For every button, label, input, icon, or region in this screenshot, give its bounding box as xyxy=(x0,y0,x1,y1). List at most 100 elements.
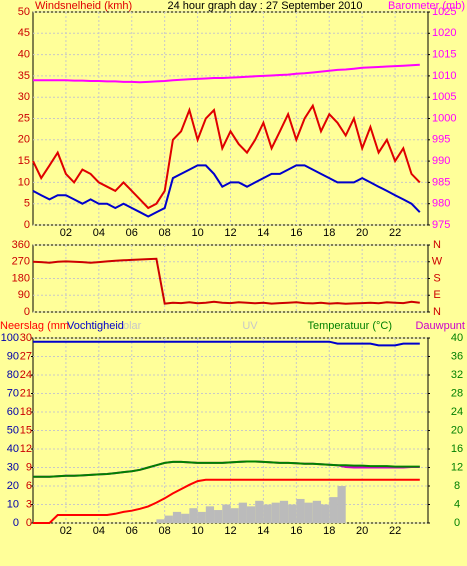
y-tick-label: 0 xyxy=(24,306,30,318)
solar-bar xyxy=(189,508,198,523)
x-tick-label: 10 xyxy=(191,227,203,239)
solar-bar xyxy=(197,511,206,523)
solar-bar xyxy=(329,497,338,523)
x-tick-label: 22 xyxy=(389,525,401,537)
header-label: Barometer (mb) xyxy=(388,0,465,12)
y-tick-label: 20 xyxy=(7,480,19,492)
y2-tick-label: 24 xyxy=(451,406,463,418)
series-line xyxy=(33,63,420,84)
y2-tick-label: 995 xyxy=(432,134,450,146)
solar-bar xyxy=(214,510,223,523)
y-tick-label: 50 xyxy=(18,6,30,18)
y-tick-label: 30 xyxy=(7,461,19,473)
solar-bar xyxy=(296,498,305,523)
y-tick-label: 80 xyxy=(7,369,19,381)
y2-tick-label: 1010 xyxy=(432,70,456,82)
y2-tick-label: 980 xyxy=(432,198,450,210)
y-tick-label: 35 xyxy=(18,70,30,82)
header-label: olar xyxy=(123,320,142,332)
y3-tick-label: 27 xyxy=(20,350,32,362)
solar-bar xyxy=(288,504,297,523)
y2-tick-label: S xyxy=(433,272,440,284)
y3-tick-label: 12 xyxy=(20,443,32,455)
y-tick-label: 270 xyxy=(12,256,30,268)
x-tick-label: 20 xyxy=(356,227,368,239)
y3-tick-label: 18 xyxy=(20,406,32,418)
x-tick-label: 14 xyxy=(257,525,269,537)
x-tick-label: 16 xyxy=(290,227,302,239)
y-tick-label: 70 xyxy=(7,387,19,399)
series-line xyxy=(32,103,421,210)
y2-tick-label: 1020 xyxy=(432,27,456,39)
solar-bar xyxy=(222,504,231,523)
y3-tick-label: 15 xyxy=(20,424,32,436)
x-tick-label: 18 xyxy=(323,227,335,239)
solar-bar xyxy=(205,506,215,523)
header-label: Dauwpunt xyxy=(415,320,465,332)
header-label: Windsnelheid (kmh) xyxy=(35,0,132,12)
y-tick-label: 5 xyxy=(24,198,30,210)
x-tick-label: 08 xyxy=(159,227,171,239)
y2-tick-label: 990 xyxy=(432,155,450,167)
header-label: 24 hour graph day : 27 September 2010 xyxy=(167,0,362,12)
solar-bar xyxy=(263,504,272,523)
y-tick-label: 60 xyxy=(7,406,19,418)
series-line xyxy=(33,460,420,478)
solar-bar xyxy=(312,500,322,523)
y2-tick-label: W xyxy=(432,256,443,268)
header-label: Neerslag (mm xyxy=(0,320,69,332)
x-tick-label: 06 xyxy=(126,227,138,239)
solar-bar xyxy=(271,502,280,523)
x-tick-label: 12 xyxy=(224,525,236,537)
y2-tick-label: 985 xyxy=(432,176,450,188)
y2-tick-label: N xyxy=(433,306,441,318)
solar-bar xyxy=(279,500,289,523)
y2-tick-label: 16 xyxy=(451,443,463,455)
x-tick-label: 02 xyxy=(60,525,72,537)
x-tick-label: 14 xyxy=(257,227,269,239)
solar-bar xyxy=(304,502,313,523)
solar-bar xyxy=(172,511,182,523)
y3-tick-label: 0 xyxy=(26,517,32,529)
solar-bar xyxy=(164,515,173,523)
y3-tick-label: 9 xyxy=(26,461,32,473)
y2-tick-label: 4 xyxy=(454,498,460,510)
y-tick-label: 45 xyxy=(18,27,30,39)
solar-bar xyxy=(255,500,264,523)
y3-tick-label: 6 xyxy=(26,480,32,492)
y-tick-label: 100 xyxy=(1,332,19,344)
y-tick-label: 90 xyxy=(7,350,19,362)
y2-tick-label: 1015 xyxy=(432,49,456,61)
y3-tick-label: 21 xyxy=(20,387,32,399)
y-tick-label: 40 xyxy=(18,49,30,61)
y3-tick-label: 30 xyxy=(20,332,32,344)
series-line xyxy=(32,164,421,218)
header-label: Vochtigheid xyxy=(67,320,124,332)
x-tick-label: 12 xyxy=(224,227,236,239)
solar-bar xyxy=(238,502,247,523)
x-tick-label: 22 xyxy=(389,227,401,239)
solar-bar xyxy=(246,506,256,523)
y2-tick-label: 20 xyxy=(451,424,463,436)
y2-tick-label: 1025 xyxy=(432,6,456,18)
x-tick-label: 16 xyxy=(290,525,302,537)
solar-bar xyxy=(337,486,346,523)
y-tick-label: 360 xyxy=(12,239,30,251)
x-tick-label: 04 xyxy=(93,227,105,239)
series-line xyxy=(32,257,420,305)
y-tick-label: 10 xyxy=(18,176,30,188)
solar-bar xyxy=(230,508,239,523)
y2-tick-label: E xyxy=(433,289,440,301)
y-tick-label: 20 xyxy=(18,134,30,146)
y2-tick-label: 1000 xyxy=(432,112,456,124)
x-tick-label: 20 xyxy=(356,525,368,537)
y2-tick-label: 0 xyxy=(454,517,460,529)
y2-tick-label: 12 xyxy=(451,461,463,473)
y2-tick-label: 8 xyxy=(454,480,460,492)
series-line xyxy=(33,478,420,524)
x-tick-label: 06 xyxy=(126,525,138,537)
header-label: Temperatuur (°C) xyxy=(308,320,392,332)
x-tick-label: 02 xyxy=(60,227,72,239)
y-tick-label: 0 xyxy=(13,517,19,529)
